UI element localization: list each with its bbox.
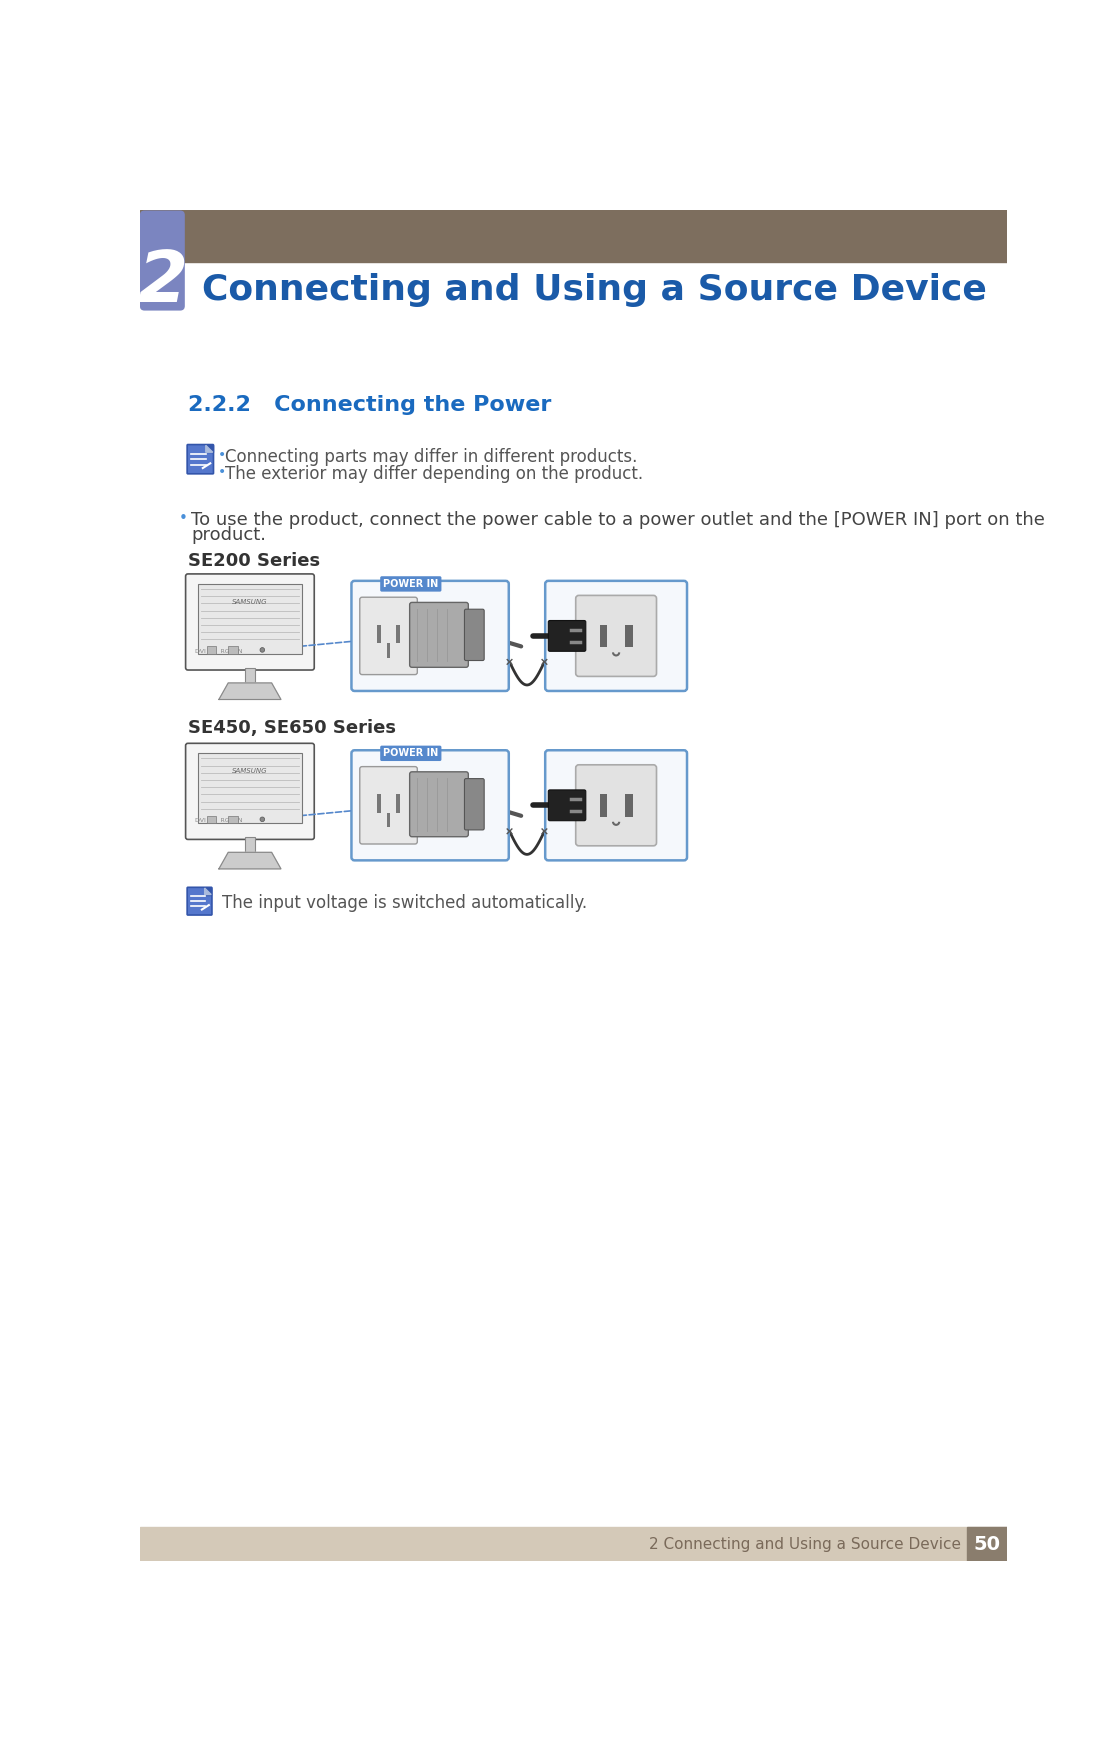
Bar [387,812,391,828]
Bar [207,645,216,654]
Bar [600,624,608,647]
Bar [387,644,391,658]
Bar [377,795,382,812]
Text: Connecting parts may differ in different products.: Connecting parts may differ in different… [225,449,638,467]
Bar [396,795,401,812]
FancyBboxPatch shape [410,772,469,837]
Text: product.: product. [191,526,266,544]
FancyBboxPatch shape [548,621,585,651]
FancyBboxPatch shape [545,581,687,691]
FancyBboxPatch shape [360,766,417,844]
Bar [207,816,216,823]
Text: •: • [217,465,226,479]
Bar [245,668,255,682]
Text: 2.2.2   Connecting the Power: 2.2.2 Connecting the Power [188,395,552,416]
FancyBboxPatch shape [187,888,211,916]
FancyBboxPatch shape [464,609,485,661]
FancyBboxPatch shape [360,596,417,675]
FancyBboxPatch shape [186,574,314,670]
Polygon shape [205,888,211,895]
Text: The exterior may differ depending on the product.: The exterior may differ depending on the… [225,465,643,484]
Bar [198,752,302,823]
Text: SE200 Series: SE200 Series [188,553,320,570]
Bar [377,624,382,644]
Text: DVI IN   RGB IN: DVI IN RGB IN [195,817,243,823]
FancyBboxPatch shape [380,745,441,761]
FancyBboxPatch shape [464,779,485,830]
Bar [140,1528,1007,1561]
Text: 2 Connecting and Using a Source Device: 2 Connecting and Using a Source Device [649,1537,961,1552]
Text: SE450, SE650 Series: SE450, SE650 Series [188,719,396,737]
Text: To use the product, connect the power cable to a power outlet and the [POWER IN]: To use the product, connect the power ca… [191,510,1045,528]
Text: •: • [179,510,188,526]
Polygon shape [206,446,213,453]
Text: SAMSUNG: SAMSUNG [232,768,267,774]
Bar [245,837,255,852]
FancyBboxPatch shape [545,751,687,861]
FancyBboxPatch shape [548,789,585,821]
Text: POWER IN: POWER IN [383,749,439,758]
FancyBboxPatch shape [351,581,509,691]
Text: DVI IN   RGB IN: DVI IN RGB IN [195,649,243,654]
Bar [198,584,302,654]
Bar [626,624,632,647]
Bar [140,210,1007,261]
Polygon shape [219,852,281,868]
Bar [227,645,237,654]
FancyBboxPatch shape [186,744,314,840]
FancyBboxPatch shape [140,210,185,310]
Bar [967,1528,1007,1561]
Bar [626,795,632,817]
Polygon shape [206,446,213,453]
Text: SAMSUNG: SAMSUNG [232,598,267,605]
FancyBboxPatch shape [575,595,657,677]
Text: •: • [217,449,226,463]
Circle shape [260,817,265,821]
Polygon shape [219,682,281,700]
Text: POWER IN: POWER IN [383,579,439,589]
Bar [600,795,608,817]
Polygon shape [205,888,211,895]
FancyBboxPatch shape [351,751,509,861]
FancyBboxPatch shape [187,444,214,474]
Bar [396,624,401,644]
Circle shape [260,647,265,652]
FancyBboxPatch shape [380,577,441,591]
Text: 2: 2 [138,247,188,317]
FancyBboxPatch shape [575,765,657,845]
FancyBboxPatch shape [410,602,469,667]
Text: The input voltage is switched automatically.: The input voltage is switched automatica… [222,895,587,912]
Bar [227,816,237,823]
Text: 50: 50 [974,1535,1000,1554]
Text: Connecting and Using a Source Device: Connecting and Using a Source Device [201,274,987,307]
